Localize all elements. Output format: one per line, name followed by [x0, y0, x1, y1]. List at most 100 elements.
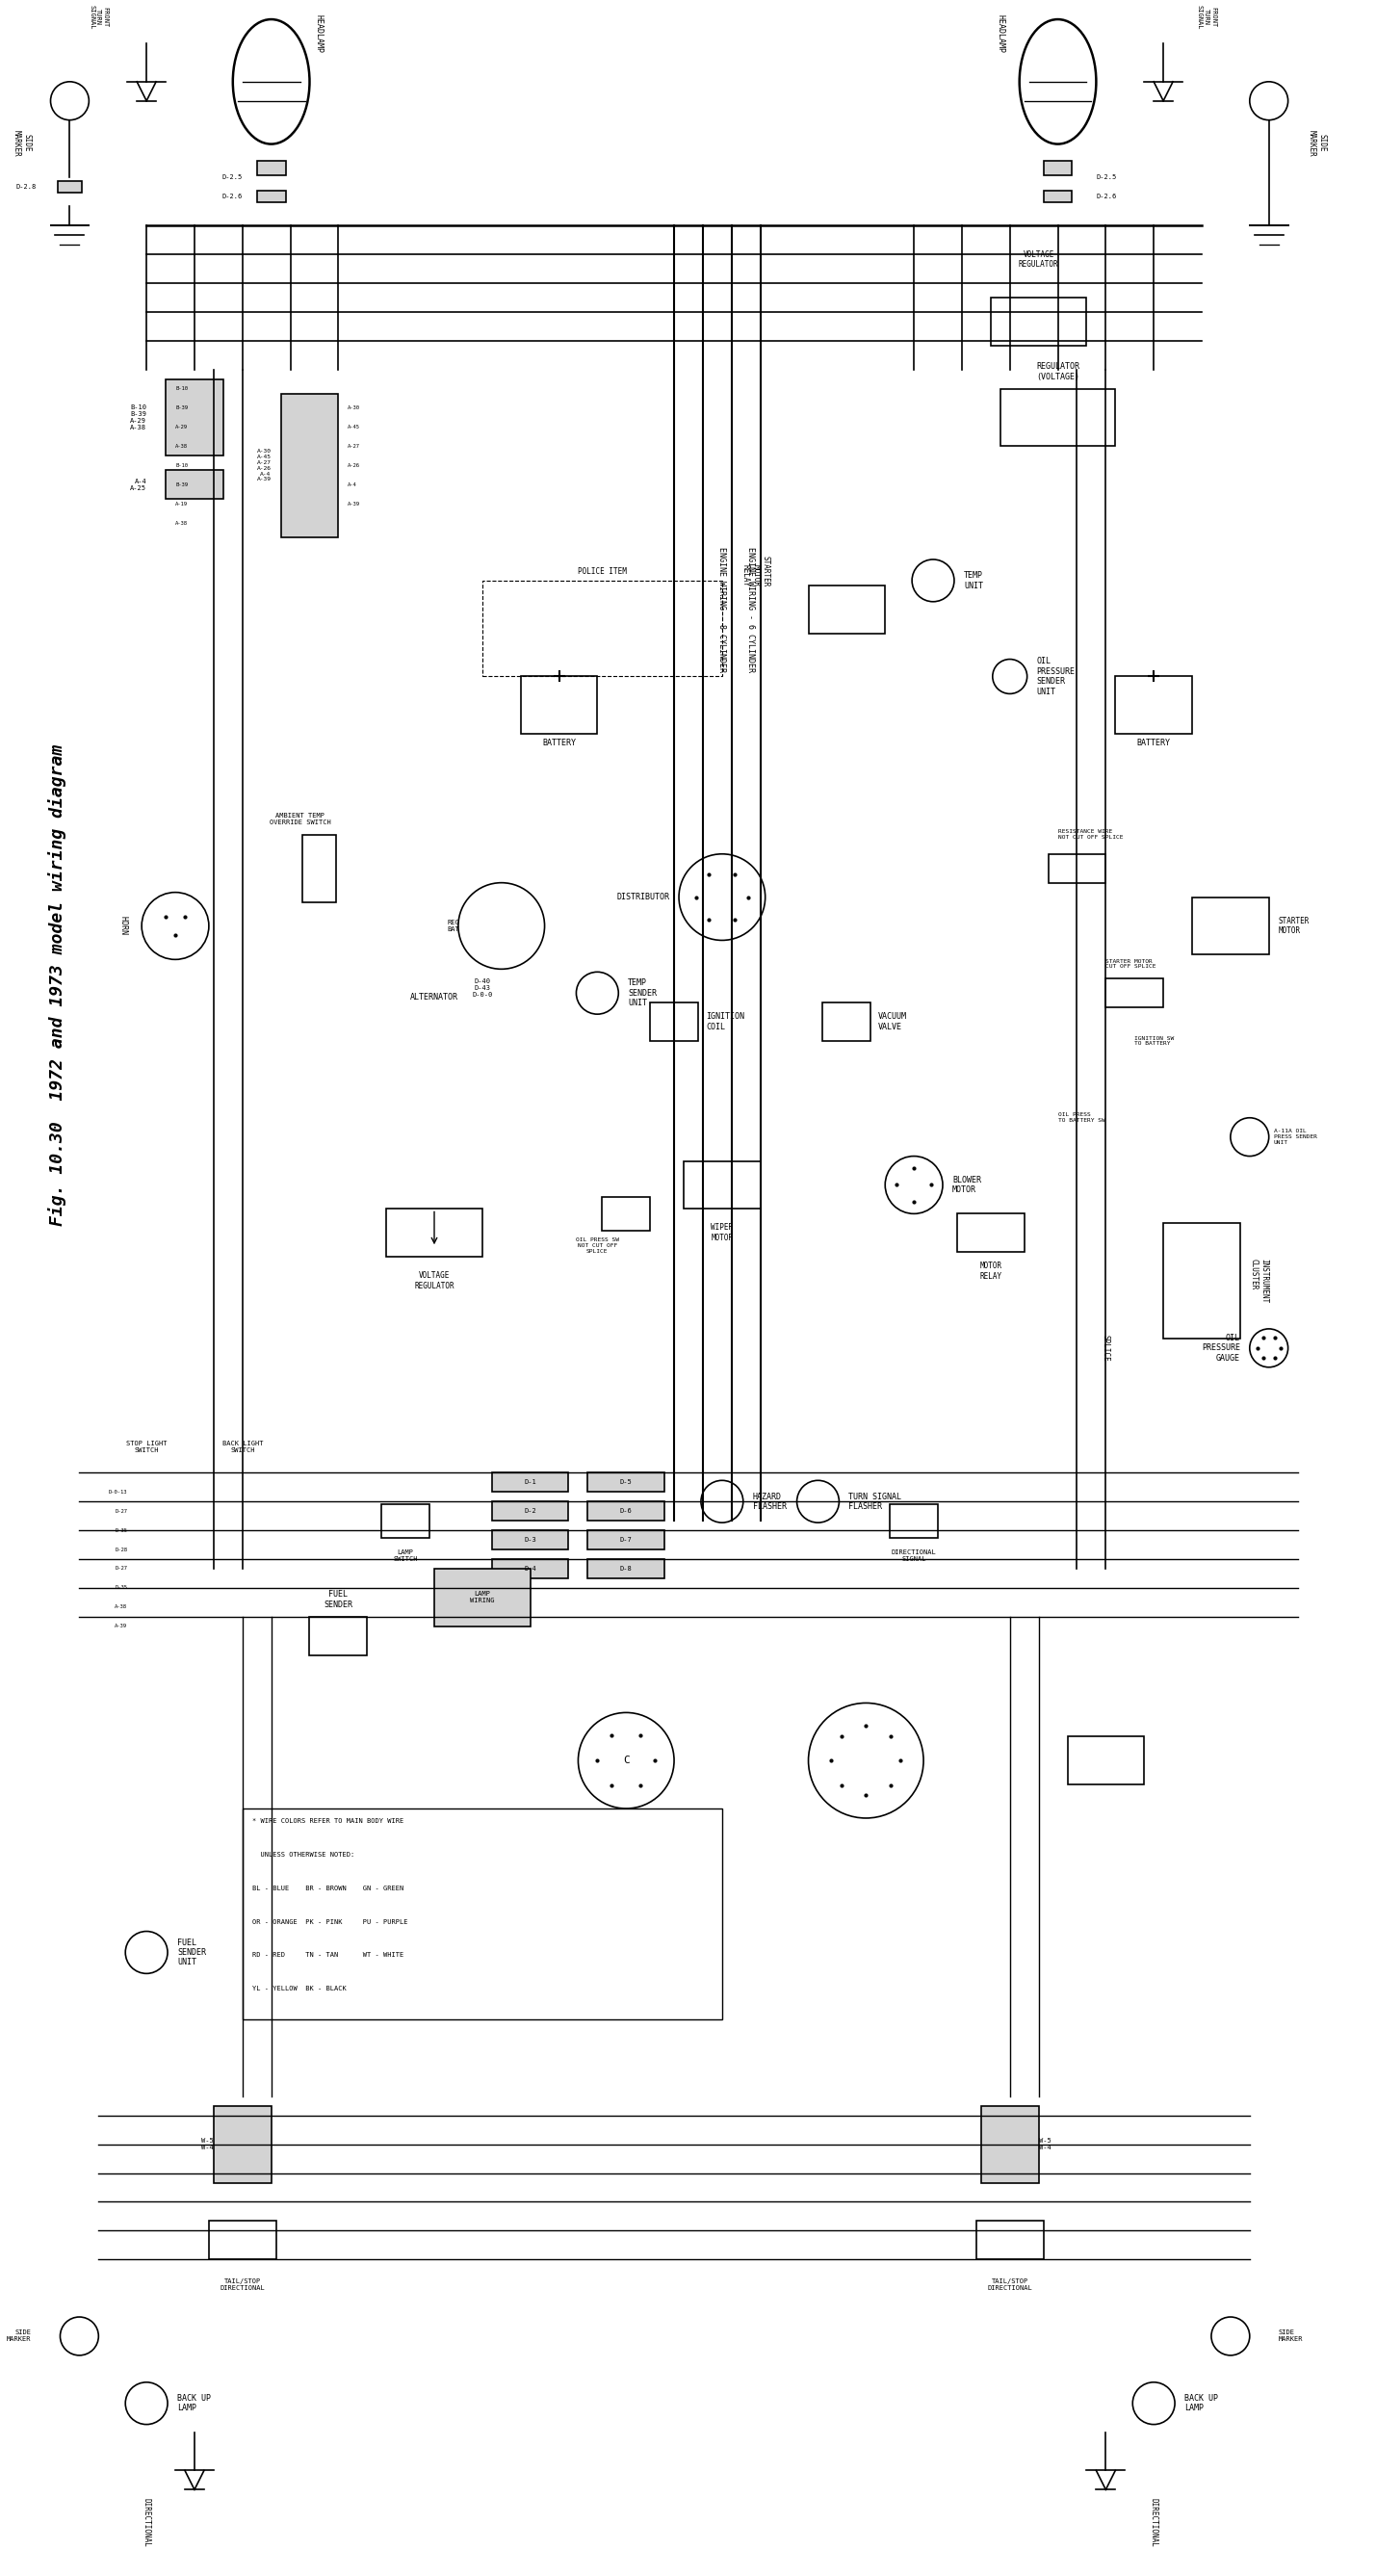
- Text: RESISTANCE WIRE
NOT CUT OFF SPLICE: RESISTANCE WIRE NOT CUT OFF SPLICE: [1058, 829, 1123, 840]
- Text: VACUUM
VALVE: VACUUM VALVE: [878, 1012, 907, 1030]
- Text: OIL
PRESSURE
GAUGE: OIL PRESSURE GAUGE: [1201, 1334, 1240, 1363]
- Text: YL - YELLOW  BK - BLACK: YL - YELLOW BK - BLACK: [252, 1986, 347, 1991]
- Text: STARTER
MOTOR
RELAY: STARTER MOTOR RELAY: [742, 556, 771, 587]
- Bar: [165, 471, 223, 500]
- Ellipse shape: [1020, 18, 1097, 144]
- Text: STARTER
MOTOR: STARTER MOTOR: [1278, 917, 1310, 935]
- Text: TAIL/STOP
DIRECTIONAL: TAIL/STOP DIRECTIONAL: [988, 2280, 1032, 2290]
- Text: D-5: D-5: [621, 1479, 632, 1486]
- FancyBboxPatch shape: [991, 299, 1087, 345]
- FancyBboxPatch shape: [649, 1002, 698, 1041]
- Text: D-1: D-1: [524, 1479, 537, 1486]
- Text: RD - RED     TN - TAN      WT - WHITE: RD - RED TN - TAN WT - WHITE: [252, 1953, 403, 1958]
- Circle shape: [1249, 82, 1288, 121]
- Bar: [1043, 160, 1072, 175]
- Text: BACK UP
LAMP: BACK UP LAMP: [178, 2393, 211, 2414]
- Text: D-2.5: D-2.5: [1097, 175, 1117, 180]
- Circle shape: [885, 1157, 943, 1213]
- Text: SIDE
MARKER: SIDE MARKER: [1278, 2329, 1303, 2342]
- FancyBboxPatch shape: [1163, 1224, 1240, 1340]
- Circle shape: [1249, 1329, 1288, 1368]
- Text: FRONT
TURN
SIGNAL: FRONT TURN SIGNAL: [89, 5, 109, 28]
- Text: D-2.6: D-2.6: [222, 193, 242, 201]
- Circle shape: [142, 891, 209, 958]
- Text: A-39: A-39: [114, 1623, 128, 1628]
- Text: * WIRE COLORS REFER TO MAIN BODY WIRE: * WIRE COLORS REFER TO MAIN BODY WIRE: [252, 1819, 403, 1824]
- Text: D-2.6: D-2.6: [1097, 193, 1117, 201]
- FancyBboxPatch shape: [1000, 389, 1116, 446]
- Text: A-4: A-4: [348, 482, 358, 487]
- Text: BL - BLUE    BR - BROWN    GN - GREEN: BL - BLUE BR - BROWN GN - GREEN: [252, 1886, 403, 1891]
- Bar: [482, 580, 722, 677]
- Text: FUEL
SENDER
UNIT: FUEL SENDER UNIT: [178, 1937, 206, 1965]
- Text: TEMP
UNIT: TEMP UNIT: [963, 572, 982, 590]
- Text: REG
BAT: REG BAT: [447, 920, 460, 933]
- Text: SIDE
MARKER: SIDE MARKER: [12, 129, 32, 157]
- Text: B-39: B-39: [175, 404, 187, 410]
- Bar: [981, 2107, 1039, 2182]
- Text: A-38: A-38: [175, 520, 187, 526]
- Text: ALTERNATOR: ALTERNATOR: [410, 994, 458, 1002]
- Text: TEMP
SENDER
UNIT: TEMP SENDER UNIT: [627, 979, 656, 1007]
- Text: BACK UP
LAMP: BACK UP LAMP: [1185, 2393, 1218, 2414]
- Text: A-26: A-26: [348, 464, 361, 469]
- Bar: [213, 2107, 271, 2182]
- FancyBboxPatch shape: [310, 1618, 367, 1654]
- Text: Fig. 10.30  1972 and 1973 model wiring diagram: Fig. 10.30 1972 and 1973 model wiring di…: [48, 744, 66, 1226]
- FancyBboxPatch shape: [1116, 677, 1192, 734]
- Text: W-5
W-4: W-5 W-4: [201, 2138, 213, 2151]
- Bar: [58, 180, 81, 193]
- Circle shape: [125, 1932, 168, 1973]
- Text: W-5
W-4: W-5 W-4: [1039, 2138, 1051, 2151]
- Text: BATTERY: BATTERY: [542, 739, 575, 747]
- Circle shape: [1211, 2316, 1249, 2354]
- Text: OIL
PRESSURE
SENDER
UNIT: OIL PRESSURE SENDER UNIT: [1036, 657, 1075, 696]
- Text: VOLTAGE
REGULATOR: VOLTAGE REGULATOR: [1018, 250, 1058, 268]
- Text: HAZARD
FLASHER: HAZARD FLASHER: [753, 1492, 787, 1512]
- Text: D-0-13: D-0-13: [109, 1489, 128, 1494]
- Text: LAMP
WIRING: LAMP WIRING: [471, 1592, 494, 1605]
- FancyBboxPatch shape: [808, 585, 885, 634]
- Text: POLICE ITEM: POLICE ITEM: [578, 567, 626, 577]
- Circle shape: [577, 971, 618, 1015]
- Bar: [491, 1473, 568, 1492]
- Circle shape: [808, 1703, 923, 1819]
- Text: D-40
D-43
D-0-0: D-40 D-43 D-0-0: [472, 979, 493, 997]
- Text: HEADLAMP: HEADLAMP: [996, 15, 1004, 54]
- Text: IGNITION SW
TO BATTERY: IGNITION SW TO BATTERY: [1135, 1036, 1174, 1046]
- Text: UNLESS OTHERWISE NOTED:: UNLESS OTHERWISE NOTED:: [252, 1852, 354, 1857]
- FancyBboxPatch shape: [603, 1198, 649, 1231]
- Text: B-10: B-10: [175, 386, 187, 392]
- FancyBboxPatch shape: [823, 1002, 871, 1041]
- Text: HEADLAMP: HEADLAMP: [314, 15, 323, 54]
- Bar: [491, 1558, 568, 1579]
- Text: B-39: B-39: [175, 482, 187, 487]
- Text: REGULATOR
(VOLTAGE): REGULATOR (VOLTAGE): [1036, 363, 1079, 381]
- Text: A-38: A-38: [175, 443, 187, 448]
- Bar: [588, 1502, 665, 1520]
- Text: A-39: A-39: [348, 502, 361, 507]
- Text: VOLTAGE
REGULATOR: VOLTAGE REGULATOR: [414, 1273, 454, 1291]
- Text: A-45: A-45: [348, 425, 361, 430]
- Text: D-35: D-35: [114, 1528, 128, 1533]
- Bar: [588, 1530, 665, 1551]
- Ellipse shape: [233, 18, 310, 144]
- Text: OR - ORANGE  PK - PINK     PU - PURPLE: OR - ORANGE PK - PINK PU - PURPLE: [252, 1919, 407, 1924]
- Circle shape: [61, 2316, 99, 2354]
- Text: INSTRUMENT
CLUSTER: INSTRUMENT CLUSTER: [1249, 1260, 1269, 1303]
- Text: SIDE
MARKER: SIDE MARKER: [1307, 129, 1326, 157]
- FancyBboxPatch shape: [387, 1208, 482, 1257]
- Text: ENGINE WIRING - 8 CYLINDER: ENGINE WIRING - 8 CYLINDER: [718, 546, 727, 672]
- Bar: [1043, 191, 1072, 204]
- FancyBboxPatch shape: [1049, 855, 1106, 884]
- Text: D-2.5: D-2.5: [222, 175, 242, 180]
- FancyBboxPatch shape: [976, 2221, 1043, 2259]
- Text: A-19: A-19: [175, 502, 187, 507]
- Text: FRONT
TURN
SIGNAL: FRONT TURN SIGNAL: [1197, 5, 1216, 28]
- Bar: [165, 379, 223, 456]
- FancyBboxPatch shape: [209, 2221, 277, 2259]
- Text: DIRECTIONAL: DIRECTIONAL: [1149, 2499, 1159, 2548]
- Text: A-27: A-27: [348, 443, 361, 448]
- Text: ENGINE WIRING - 6 CYLINDER: ENGINE WIRING - 6 CYLINDER: [747, 546, 755, 672]
- Bar: [491, 1530, 568, 1551]
